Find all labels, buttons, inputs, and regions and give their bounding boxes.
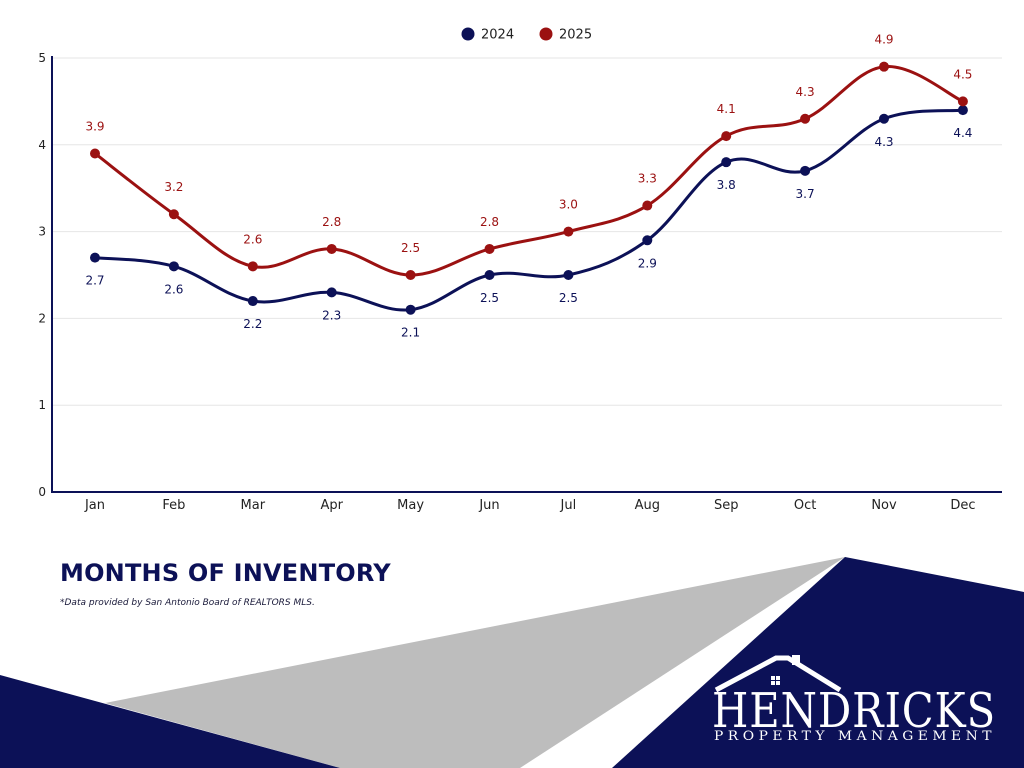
data-label: 4.3 [796,85,815,99]
navy-left-corner [0,675,340,768]
legend-label: 2024 [481,28,514,43]
y-tick-label: 1 [38,398,46,412]
x-tick-label: Mar [241,498,266,513]
series-line-2024 [93,108,965,312]
data-point [405,270,416,280]
x-tick-label: Jan [84,498,105,513]
logo-name: HENDRICKS [712,683,996,739]
y-tick-label: 4 [38,138,46,152]
series-group: 2.72.62.22.32.12.5 2.52.93.83.74.34.43.93… [85,33,972,340]
data-point [326,287,337,298]
line-chart: 0 1 2 3 4 5 Jan Feb Mar Apr May Jun Jul Aug Sep Oct Nov… [38,27,1002,513]
data-source-footnote: *Data provided by San Antonio Board of R… [60,598,315,608]
data-label: 2.6 [164,282,183,296]
data-label: 2.6 [243,232,262,246]
data-point [721,157,732,168]
company-logo: HENDRICKS PROPERTY MANAGEMENT [712,655,996,744]
data-point [168,209,179,220]
chart-title: MONTHS OF INVENTORY [60,559,391,587]
data-label: 4.4 [953,126,972,140]
data-label: 4.9 [874,33,893,47]
x-tick-labels: Jan Feb Mar Apr May Jun Jul Aug Sep Oct Nov Dec [84,498,976,513]
data-label: 2.7 [85,274,104,288]
data-label: 3.9 [85,119,104,133]
y-tick-label: 3 [38,225,46,239]
data-point [879,113,889,124]
series-line-2025 [93,65,965,277]
legend-marker [539,27,553,41]
legend-marker [461,27,475,41]
data-label: 3.7 [796,187,815,201]
legend-item: 2024 [461,27,514,43]
x-tick-label: Jun [478,498,499,513]
data-label: 2.5 [559,291,578,305]
y-tick-labels: 0 1 2 3 4 5 [38,51,46,499]
series-2025: 3.9 3.2 2.6 2.8 2.5 2.8 3.0 3.3 4.1 4.3 4.9 4.5 [85,33,972,280]
x-tick-label: Dec [950,498,975,513]
x-tick-label: Sep [714,498,739,513]
series-2024: 2.7 2.6 2.2 2.3 2.1 2.5 2.5 2.9 3.8 3.7 4.3 4.4 [85,105,972,340]
data-point [90,252,100,263]
data-label: 2.5 [480,291,499,305]
data-label: 4.3 [874,135,893,149]
logo-subtitle: PROPERTY MANAGEMENT [714,729,996,744]
data-point [484,243,495,254]
data-label: 4.5 [953,67,972,81]
data-label: 3.2 [164,180,183,194]
data-point [326,243,337,254]
data-point [247,296,258,307]
data-point [563,270,574,280]
data-label: 2.2 [243,317,262,331]
data-label: 4.1 [717,102,736,116]
data-label: 3.8 [717,178,736,192]
data-point [484,270,495,280]
data-label: 2.8 [480,215,499,229]
x-tick-label: Oct [794,498,816,513]
data-point [168,261,179,272]
x-tick-label: Nov [871,498,897,513]
data-point [90,148,100,159]
data-point [800,113,811,124]
data-label: 2.1 [401,326,420,340]
data-label: 3.3 [638,172,657,186]
x-tick-label: Jul [560,498,577,513]
data-point [405,304,416,315]
data-point [642,235,653,246]
data-point [800,165,811,176]
house-roof-icon [714,655,842,693]
grey-diagonal-band [105,557,845,768]
x-tick-label: Apr [320,498,343,513]
x-tick-label: Feb [162,498,185,513]
legend: 2024 2025 [461,27,592,43]
y-tick-label: 0 [38,485,46,499]
data-label: 2.8 [322,215,341,229]
y-tick-label: 2 [38,311,46,325]
legend-item: 2025 [539,27,592,43]
data-label: 2.3 [322,308,341,322]
data-point [563,226,574,237]
x-tick-label: Aug [635,498,660,513]
x-tick-label: May [397,498,424,513]
data-label: 2.9 [638,256,657,270]
y-tick-label: 5 [38,51,46,65]
data-label: 3.0 [559,198,578,212]
data-point [721,131,732,142]
data-point [879,61,889,72]
data-point [957,105,968,116]
data-point [957,96,968,107]
legend-label: 2025 [559,28,592,43]
navy-right-panel [612,557,1024,768]
data-label: 2.5 [401,241,420,255]
data-point [642,200,653,211]
data-point [247,261,258,272]
